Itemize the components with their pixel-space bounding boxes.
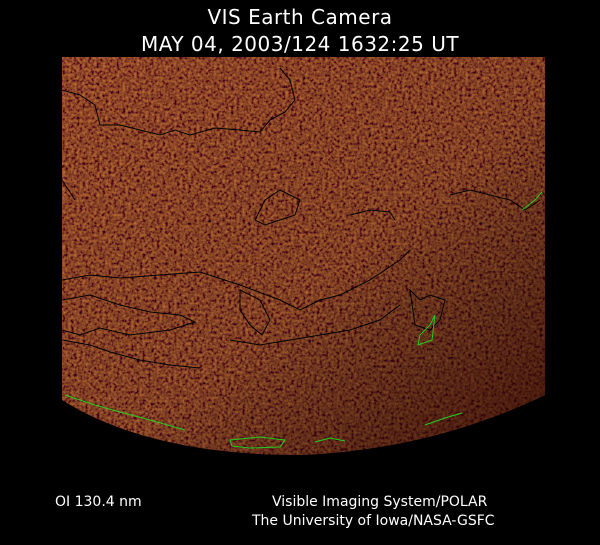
- camera-title: VIS Earth Camera: [207, 5, 393, 29]
- institution-label: The University of Iowa/NASA-GSFC: [252, 513, 495, 529]
- coastlines: [62, 67, 541, 369]
- aurora-image-disk: [62, 57, 545, 455]
- instrument-label: Visible Imaging System/POLAR: [272, 494, 488, 510]
- coastlines-limb: [64, 191, 543, 449]
- filter-wavelength-label: OI 130.4 nm: [55, 494, 142, 510]
- timestamp-title: MAY 04, 2003/124 1632:25 UT: [140, 32, 460, 56]
